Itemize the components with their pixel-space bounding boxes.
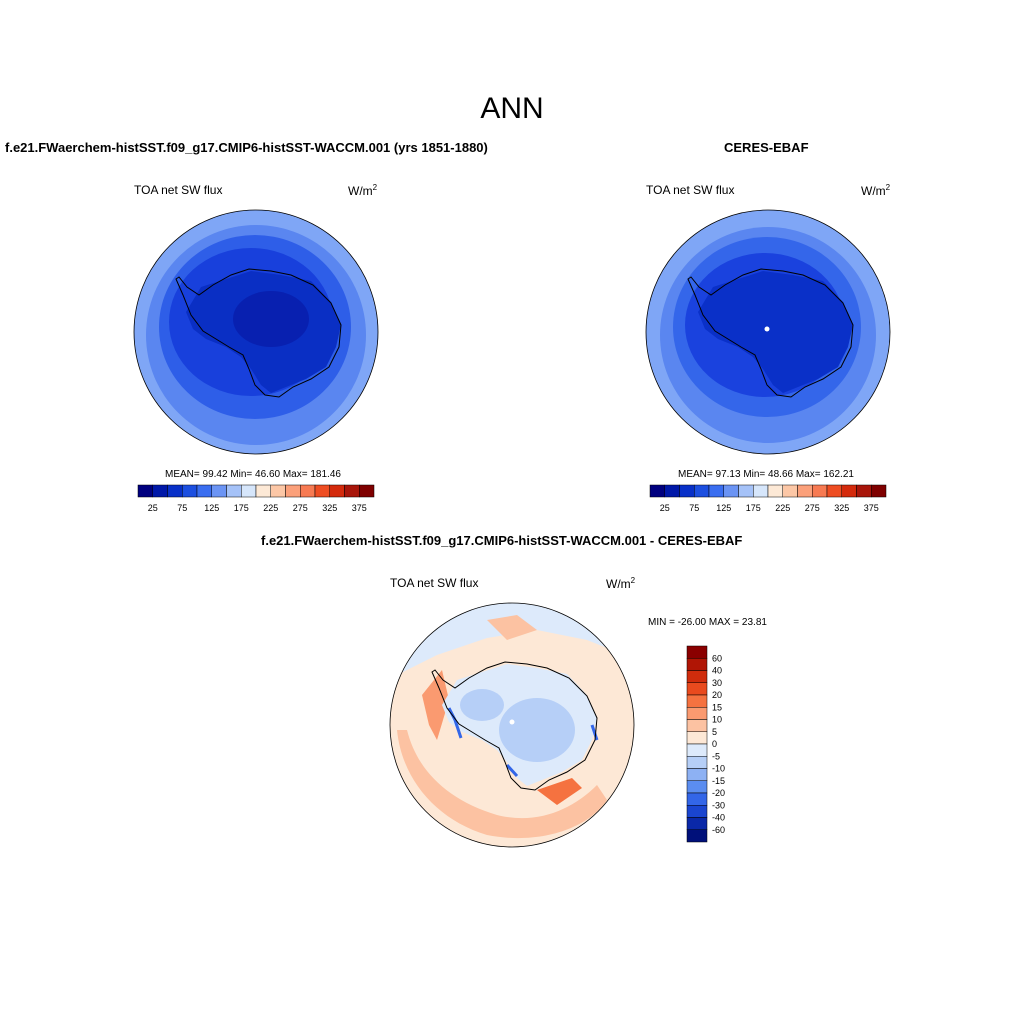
panel-1-map — [133, 209, 379, 455]
panel-3-colorbar-swatch — [686, 756, 708, 769]
panel-1-colorbar-swatch — [314, 484, 330, 498]
panel-3-variable: TOA net SW flux — [390, 576, 479, 590]
panel-2-colorbar-swatch — [723, 484, 739, 498]
panel-3-colorbar-label: 5 — [712, 727, 717, 737]
panel-1-colorbar-swatch — [137, 484, 153, 498]
panel-3-colorbar-swatch — [686, 780, 708, 794]
panel-2-colorbar-label: 225 — [775, 503, 790, 513]
panel-1-colorbar-swatch — [167, 484, 183, 498]
panel-3-colorbar-swatch — [686, 719, 708, 732]
panel-1-colorbar-label: 125 — [204, 503, 219, 513]
panel-2-colorbar-swatch — [664, 484, 680, 498]
panel-1-colorbar-swatch — [226, 484, 242, 498]
panel-3-colorbar-label: 10 — [712, 715, 722, 725]
panel-3-colorbar-label: 15 — [712, 702, 722, 712]
panel-2-colorbar-label: 375 — [864, 503, 879, 513]
panel-1-colorbar-swatch — [344, 484, 360, 498]
panel-1-units: W/m2 — [348, 183, 378, 198]
panel-2-colorbar-swatch — [856, 484, 872, 498]
panel-3-colorbar-label: -60 — [712, 825, 725, 835]
panel-2-colorbar-swatch — [812, 484, 828, 498]
panel-3-colorbar-swatch — [686, 670, 708, 683]
panel-2-colorbar-swatch — [679, 484, 695, 498]
panel-1-colorbar-label: 225 — [263, 503, 278, 513]
panel-2-title: CERES-EBAF — [724, 140, 809, 155]
panel-1-variable: TOA net SW flux — [134, 183, 223, 197]
panel-2-colorbar-swatch — [767, 484, 783, 498]
panel-2-map — [645, 209, 891, 455]
panel-2-colorbar-swatch — [753, 484, 769, 498]
panel-3-colorbar-label: 0 — [712, 739, 717, 749]
panel-3-colorbar-swatch — [686, 707, 708, 720]
panel-3-colorbar-label: 40 — [712, 666, 722, 676]
panel-1-colorbar-swatch — [270, 484, 286, 498]
panel-3-colorbar-swatch — [686, 817, 708, 830]
panel-3-colorbar-label: 20 — [712, 690, 722, 700]
panel-2-colorbar-swatch — [738, 484, 754, 498]
panel-2-colorbar-swatch — [649, 484, 665, 498]
panel-3-title: f.e21.FWaerchem-histSST.f09_g17.CMIP6-hi… — [261, 533, 743, 548]
panel-3-colorbar-swatch — [686, 768, 708, 781]
panel-3-colorbar-label: -20 — [712, 788, 725, 798]
panel-2-colorbar-swatch — [826, 484, 842, 498]
panel-1-colorbar-swatch — [152, 484, 168, 498]
panel-1-colorbar-label: 375 — [352, 503, 367, 513]
panel-3-colorbar-label: -15 — [712, 776, 725, 786]
panel-2-units: W/m2 — [861, 183, 891, 198]
panel-3-colorbar: 60 40 30 20 15 10 5 0 -5 -10 -15 -20 -30 -40 -60 — [686, 645, 725, 843]
panel-1-colorbar-swatch — [182, 484, 198, 498]
panel-2-colorbar-swatch — [782, 484, 798, 498]
panel-3-colorbar-swatch — [686, 805, 708, 818]
panel-3-colorbar-swatch — [686, 731, 708, 745]
panel-2-colorbar-label: 325 — [834, 503, 849, 513]
panel-2-colorbar-swatch — [708, 484, 724, 498]
panel-3-colorbar-swatch — [686, 829, 708, 843]
panel-2-variable: TOA net SW flux — [646, 183, 735, 197]
panel-1-colorbar-label: 275 — [293, 503, 308, 513]
panel-1-colorbar-swatch — [196, 484, 212, 498]
panel-1-colorbar-label: 75 — [177, 503, 187, 513]
panel-3-colorbar-label: -40 — [712, 813, 725, 823]
panel-3-colorbar-label: -30 — [712, 800, 725, 810]
panel-2-colorbar-label: 125 — [716, 503, 731, 513]
panel-1-colorbar-swatch — [241, 484, 257, 498]
panel-2-colorbar-swatch — [841, 484, 857, 498]
panel-3-colorbar-swatch — [686, 645, 708, 659]
panel-2-colorbar-label: 25 — [660, 503, 670, 513]
panel-1-stats: MEAN= 99.42 Min= 46.60 Max= 181.46 — [165, 469, 341, 480]
panel-2-colorbar: 25 75 125 175 225 275 325 375 — [649, 484, 887, 513]
panel-3-colorbar-swatch — [686, 743, 708, 757]
panel-2-colorbar-swatch — [694, 484, 710, 498]
panel-1-colorbar-swatch — [285, 484, 301, 498]
panel-3-colorbar-label: 60 — [712, 653, 722, 663]
panel-1-colorbar: 25 75 125 175 225 275 325 375 — [137, 484, 375, 513]
panel-1-colorbar-label: 175 — [234, 503, 249, 513]
panel-2-colorbar-swatch — [871, 484, 887, 498]
panel-3-colorbar-swatch — [686, 658, 708, 671]
panel-1-colorbar-swatch — [359, 484, 375, 498]
panel-3-colorbar-label: -10 — [712, 764, 725, 774]
panel-3-colorbar-swatch — [686, 682, 708, 696]
panel-2-stats: MEAN= 97.13 Min= 48.66 Max= 162.21 — [678, 469, 854, 480]
panel-2-colorbar-label: 175 — [746, 503, 761, 513]
panel-1-colorbar-label: 325 — [322, 503, 337, 513]
panel-1-colorbar-label: 25 — [148, 503, 158, 513]
panel-2-colorbar-label: 75 — [689, 503, 699, 513]
panel-3-colorbar-swatch — [686, 792, 708, 806]
panel-1-colorbar-swatch — [300, 484, 316, 498]
panel-3-colorbar-label: -5 — [712, 751, 720, 761]
panel-2-colorbar-label: 275 — [805, 503, 820, 513]
panel-1-colorbar-swatch — [329, 484, 345, 498]
panel-1-colorbar-swatch — [211, 484, 227, 498]
panel-3-colorbar-swatch — [686, 694, 708, 708]
panel-1-title: f.e21.FWaerchem-histSST.f09_g17.CMIP6-hi… — [5, 140, 488, 155]
panel-1-colorbar-swatch — [255, 484, 271, 498]
panel-3-units: W/m2 — [606, 576, 636, 591]
panel-2-colorbar-swatch — [797, 484, 813, 498]
panel-3-map — [389, 602, 635, 848]
panel-3-colorbar-label: 30 — [712, 678, 722, 688]
panel-3-stats: MIN = -26.00 MAX = 23.81 — [648, 617, 767, 628]
page-title: ANN — [480, 92, 544, 125]
